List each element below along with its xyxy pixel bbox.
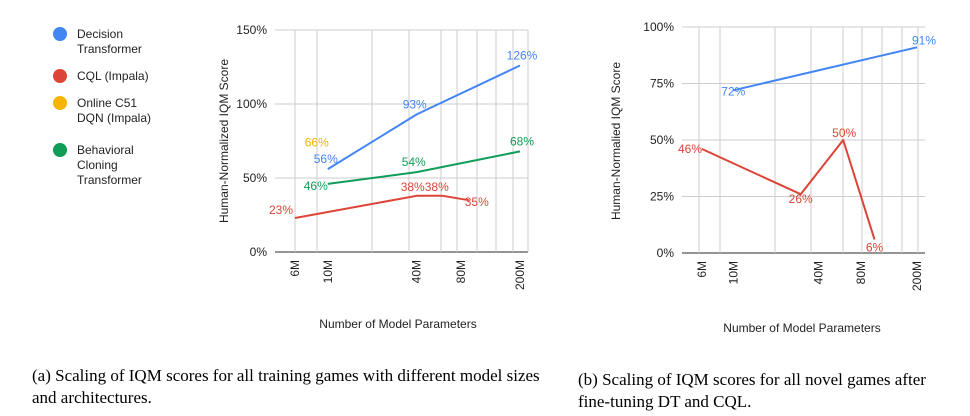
legend-label: Cloning [77,158,118,172]
legend-label: Decision [77,27,123,41]
data-label: 26% [789,192,813,206]
x-tick-label: 40M [811,261,825,284]
legend-entry-cql-impala: CQL (Impala) [53,69,149,83]
chart-b-novel-games: 0% 25% 50% 75% 100% 6M 10M 40M 80M 200M Human-Norm… [609,20,936,335]
caption-a: (a) Scaling of IQM scores for all traini… [32,366,540,407]
data-label: 66% [305,135,329,149]
x-tick-label: 40M [410,260,424,283]
x-tick-label: 6M [695,261,709,278]
x-axis-title: Number of Model Parameters [723,321,880,335]
data-label: 91% [912,33,936,47]
x-tick-label: 10M [321,260,335,283]
data-label: 93% [403,97,427,111]
legend-marker [53,96,67,110]
y-tick-label: 0% [250,245,268,259]
data-label: 38% [425,180,449,194]
legend-label: Online C51 [77,96,137,110]
series-line [701,139,876,240]
data-label: 50% [832,126,856,140]
data-label: 23% [269,203,293,217]
series-behavioral-cloning-transformer: 46% 54% 68% [304,134,535,193]
y-tick-label: 75% [650,77,674,91]
legend-marker [53,27,67,41]
series-line [327,64,521,170]
y-tick-label: 25% [650,190,674,204]
legend-label: Transformer [77,173,142,187]
data-label: 6% [866,240,884,254]
x-axis-title: Number of Model Parameters [319,317,476,331]
y-tick-label: 100% [643,20,674,34]
legend-label: DQN (Impala) [77,111,151,125]
data-label: 38% [401,180,425,194]
caption-b: (b) Scaling of IQM scores for all novel … [578,370,926,411]
series-decision-transformer: 56% 93% 126% [314,49,538,170]
series-line [733,46,918,92]
legend-marker [53,143,67,157]
legend-label: Behavioral [77,143,134,157]
chart-a-training-games: 0% 50% 100% 150% 6M 10M 40M 80M 200M Human-Normal… [217,23,538,331]
data-label: 35% [465,195,489,209]
legend-label: Transformer [77,42,142,56]
series-cql-impala: 46% 26% 50% 6% [678,126,884,254]
y-tick-label: 100% [236,97,267,111]
data-label: 54% [402,155,426,169]
x-tick-label: 80M [454,260,468,283]
data-label: 56% [314,152,338,166]
x-tick-label: 80M [854,261,868,284]
x-tick-label: 6M [288,260,302,277]
data-label: 126% [507,49,538,63]
y-axis-title: Human-Normalized IQM Score [217,59,231,223]
legend-marker [53,69,67,83]
x-tick-label: 200M [513,260,527,290]
data-label: 68% [510,134,534,148]
y-tick-label: 0% [657,246,675,260]
data-label: 46% [304,179,328,193]
series-line [294,194,469,219]
data-label: 72% [721,84,745,98]
x-tick-label: 10M [726,261,740,284]
data-label: 46% [678,142,702,156]
legend-label: CQL (Impala) [77,69,149,83]
series-online-c51-dqn-impala: 66% [305,135,329,149]
series-decision-transformer: 72% 91% [721,33,936,98]
y-tick-label: 150% [236,23,267,37]
series-cql-impala: 23% 38% 38% 35% [269,180,489,219]
y-axis-title: Human-Normalied IQM Score [609,62,623,220]
y-tick-label: 50% [243,171,267,185]
x-tick-label: 200M [910,261,924,291]
series-line [327,150,521,185]
y-tick-label: 50% [650,133,674,147]
